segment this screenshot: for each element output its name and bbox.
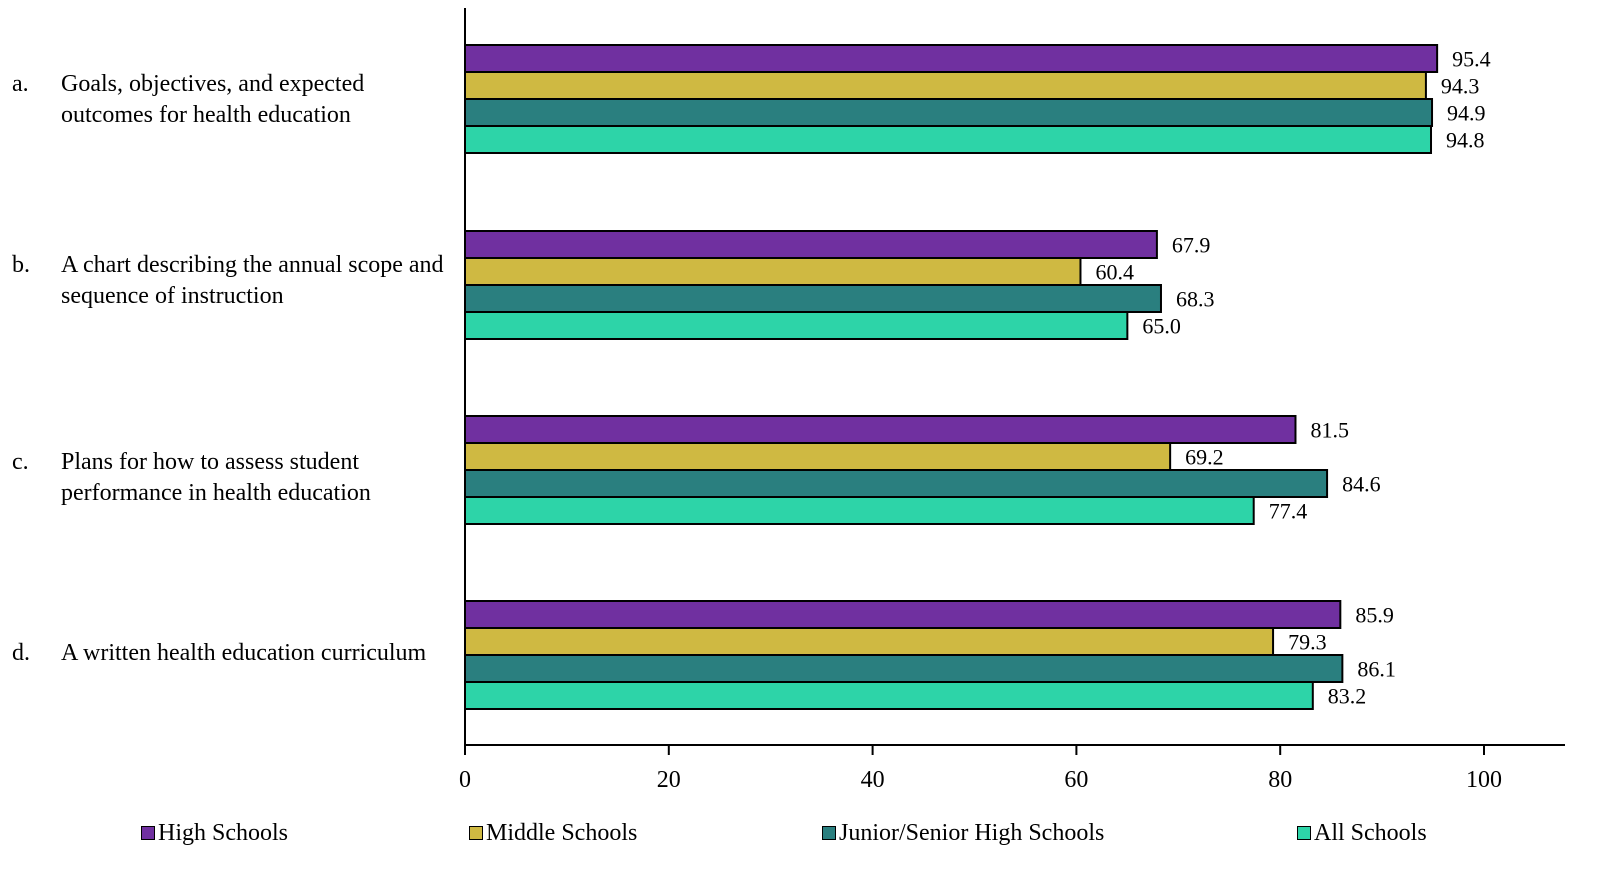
x-tick-label: 20	[657, 767, 681, 793]
legend-item: Junior/Senior High Schools	[822, 818, 1104, 848]
bar	[464, 496, 1255, 525]
x-tick-label: 0	[459, 767, 471, 793]
data-label: 68.3	[1176, 287, 1215, 312]
bar	[464, 230, 1158, 259]
bar	[464, 627, 1275, 656]
bar	[464, 257, 1082, 286]
legend-label: All Schools	[1314, 820, 1427, 846]
data-label: 65.0	[1142, 314, 1181, 339]
category-letter: a.	[12, 71, 29, 97]
category-text: A written health education curriculum	[61, 640, 427, 666]
legend-swatch	[1297, 826, 1311, 840]
bar	[464, 600, 1342, 629]
data-label: 67.9	[1172, 233, 1211, 258]
bar	[464, 469, 1329, 498]
bar	[464, 442, 1172, 471]
data-label: 79.3	[1288, 630, 1327, 655]
bar	[464, 71, 1427, 100]
x-tick-label: 80	[1268, 767, 1292, 793]
x-tick-label: 40	[861, 767, 885, 793]
data-label: 85.9	[1355, 603, 1394, 628]
data-label: 86.1	[1357, 657, 1396, 682]
legend-swatch	[822, 826, 836, 840]
data-label: 94.3	[1441, 74, 1480, 99]
data-label: 94.8	[1446, 128, 1485, 153]
x-tick-label: 100	[1466, 767, 1502, 793]
data-label: 77.4	[1269, 499, 1308, 524]
legend-item: All Schools	[1297, 818, 1427, 848]
x-tick-label: 60	[1064, 767, 1088, 793]
bar	[464, 654, 1344, 683]
data-label: 60.4	[1095, 260, 1134, 285]
data-label: 83.2	[1328, 684, 1367, 709]
bar	[464, 284, 1162, 313]
category-text: Goals, objectives, and expected outcomes…	[61, 71, 365, 128]
bar	[464, 98, 1434, 127]
category-letter: d.	[12, 640, 30, 666]
data-label: 84.6	[1342, 472, 1381, 497]
data-label: 81.5	[1310, 418, 1349, 443]
legend-swatch	[141, 826, 155, 840]
data-label: 69.2	[1185, 445, 1224, 470]
category-letter: c.	[12, 449, 29, 475]
legend-item: Middle Schools	[469, 818, 637, 848]
bar	[464, 125, 1433, 154]
category-text: A chart describing the annual scope and …	[61, 252, 444, 309]
bar	[464, 44, 1439, 73]
legend-label: High Schools	[158, 820, 289, 846]
legend-swatch	[469, 826, 483, 840]
data-label: 94.9	[1447, 101, 1486, 126]
bar	[464, 681, 1314, 710]
bar	[464, 415, 1297, 444]
legend-item: High Schools	[141, 818, 288, 848]
category-letter: b.	[12, 252, 30, 278]
bar	[464, 311, 1129, 340]
legend-label: Middle Schools	[486, 820, 638, 846]
legend-label: Junior/Senior High Schools	[839, 820, 1105, 846]
data-label: 95.4	[1452, 47, 1491, 72]
category-text: Plans for how to assess student performa…	[61, 449, 371, 506]
